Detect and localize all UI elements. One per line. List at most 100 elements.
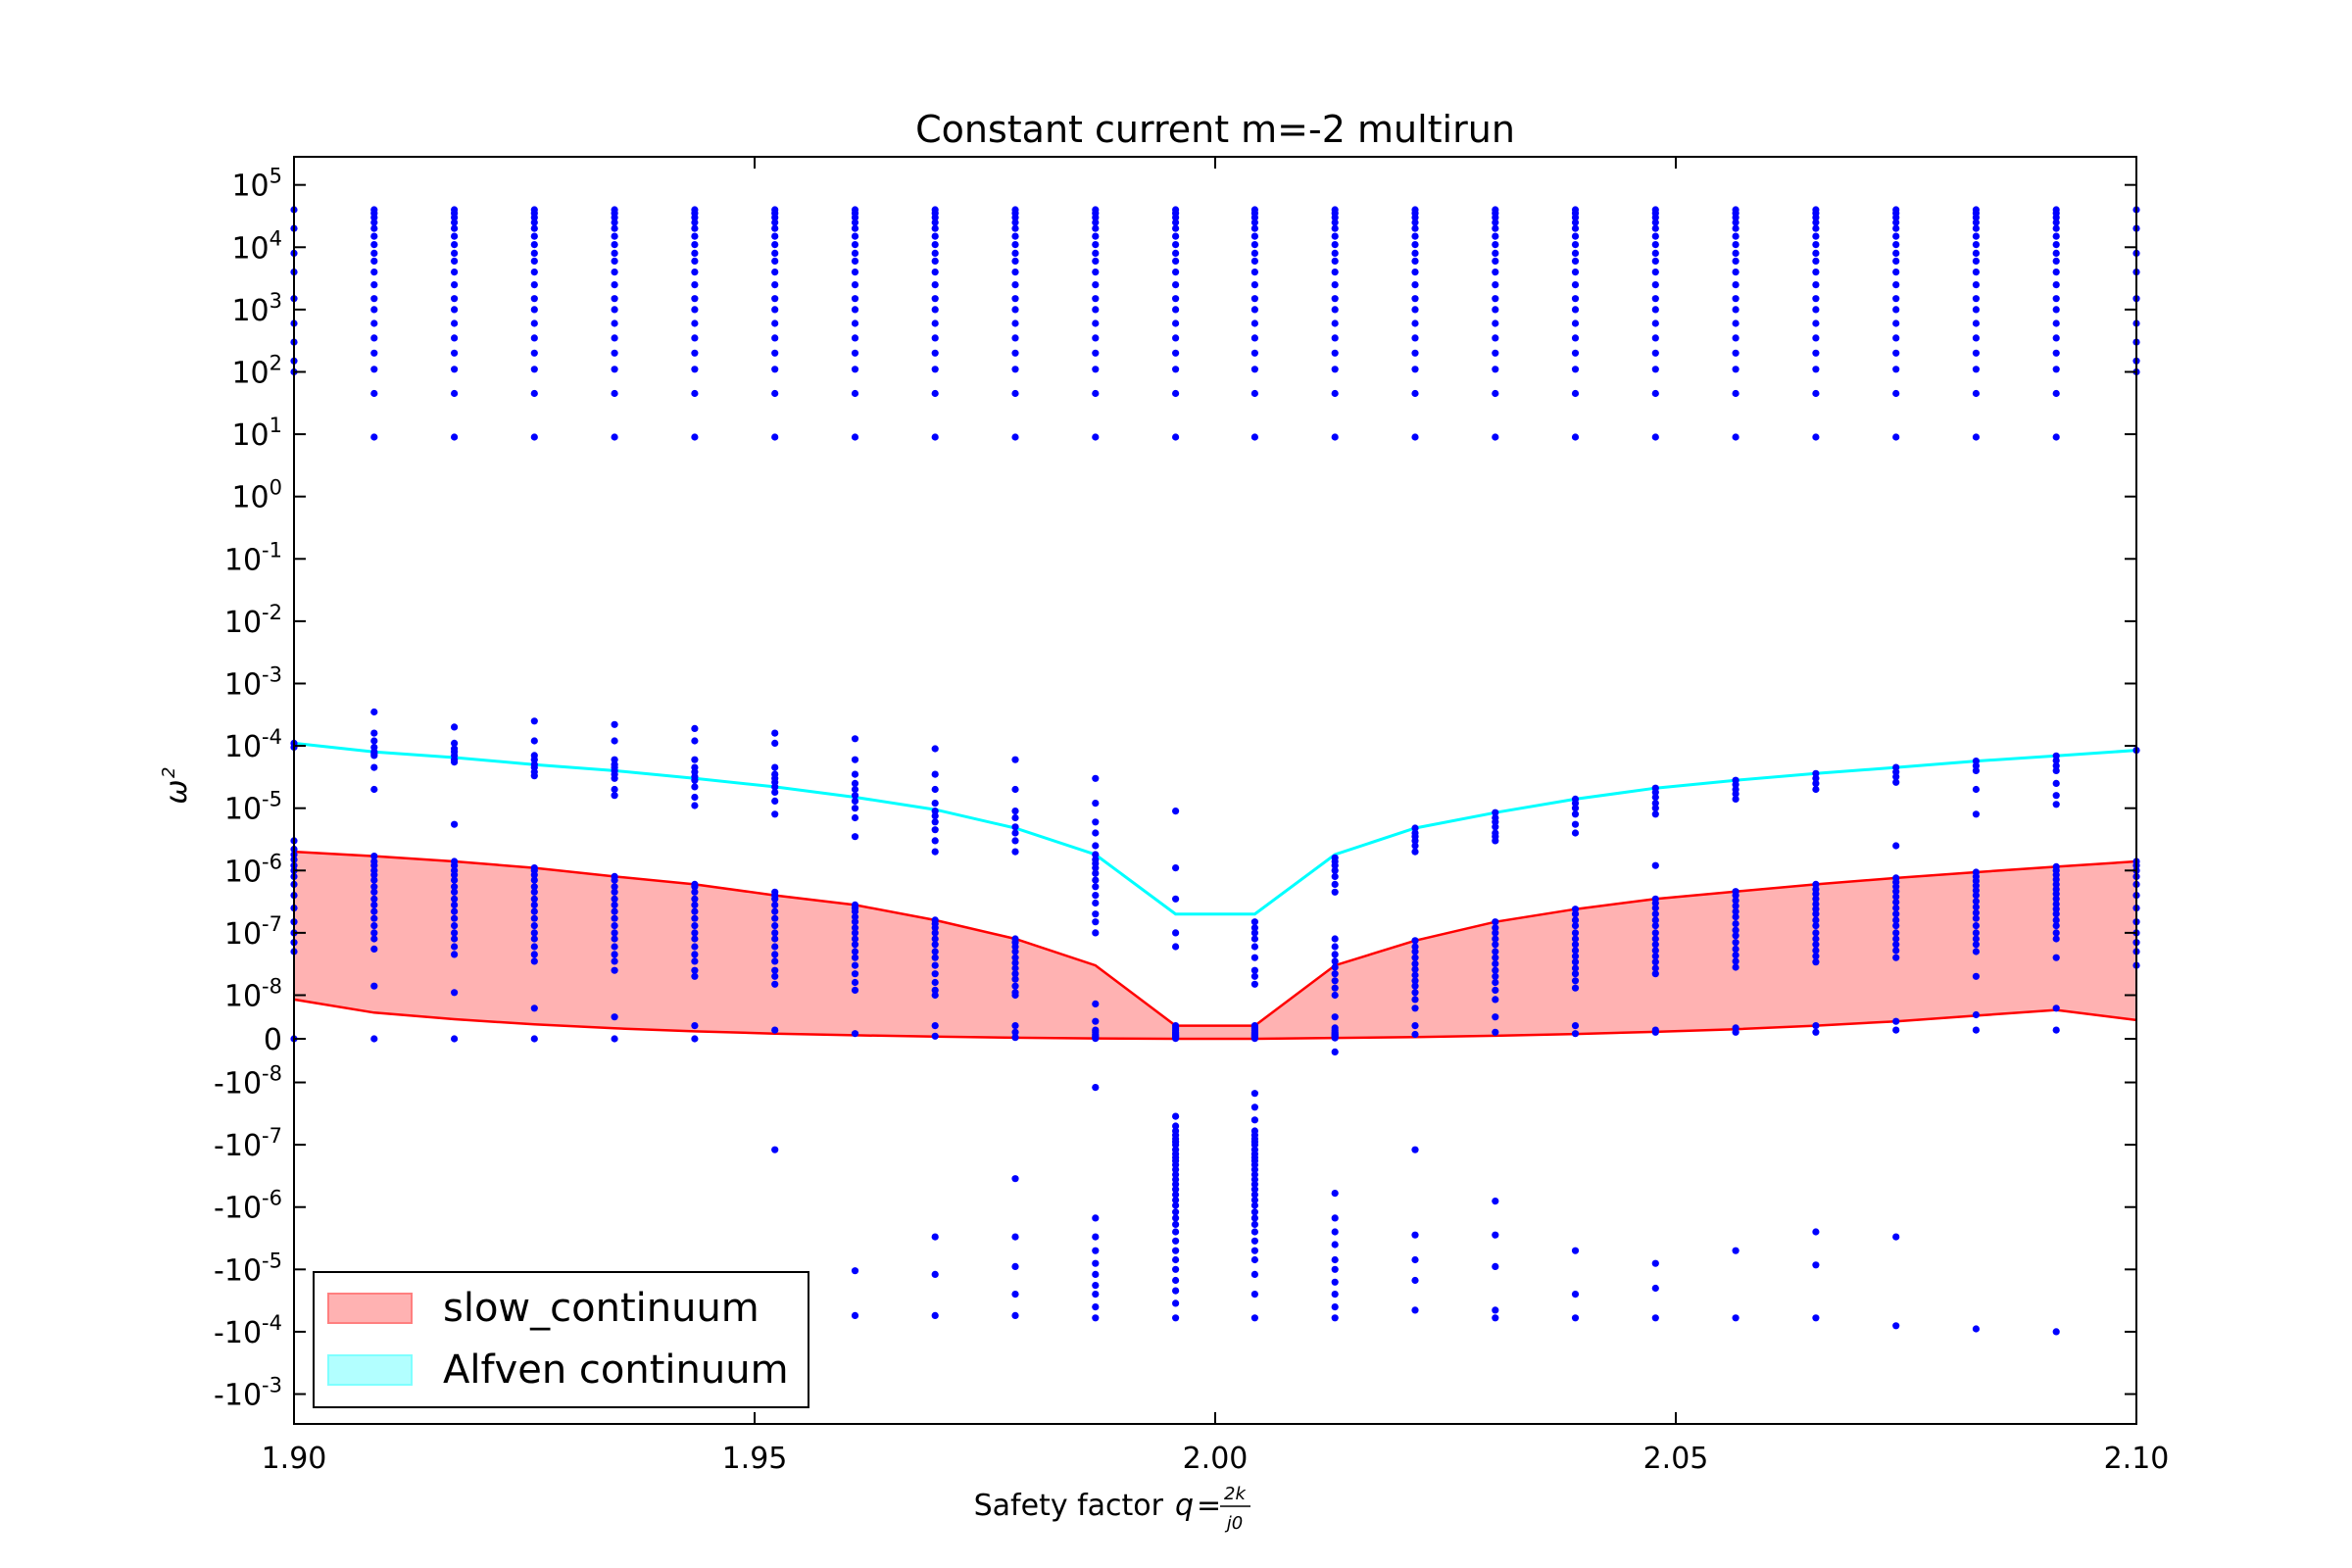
eigenvalue-point xyxy=(451,295,459,303)
eigenvalue-point xyxy=(691,295,699,303)
eigenvalue-point xyxy=(771,257,779,265)
eigenvalue-point xyxy=(1172,1196,1180,1204)
slow-continuum-band xyxy=(294,852,2136,1039)
eigenvalue-point xyxy=(1651,964,1659,972)
eigenvalue-point xyxy=(530,957,538,965)
eigenvalue-point xyxy=(1092,864,1100,872)
eigenvalue-point xyxy=(451,241,459,249)
eigenvalue-point xyxy=(370,729,378,737)
eigenvalue-point xyxy=(771,810,779,818)
eigenvalue-point xyxy=(1571,232,1580,240)
eigenvalue-point xyxy=(1732,249,1740,257)
eigenvalue-point xyxy=(611,966,618,974)
eigenvalue-point xyxy=(1411,1306,1419,1314)
eigenvalue-point xyxy=(1492,823,1499,831)
eigenvalue-point xyxy=(771,907,779,915)
eigenvalue-point xyxy=(931,257,939,265)
eigenvalue-point xyxy=(1092,1270,1100,1278)
y-tick-label: 10-5 xyxy=(224,788,282,827)
eigenvalue-point xyxy=(1011,1028,1019,1036)
eigenvalue-point xyxy=(1651,319,1659,327)
eigenvalue-point xyxy=(370,922,378,930)
eigenvalue-point xyxy=(1812,241,1820,249)
eigenvalue-point xyxy=(1172,808,1180,815)
eigenvalue-point xyxy=(1732,306,1740,314)
eigenvalue-point xyxy=(2052,890,2060,898)
eigenvalue-point xyxy=(611,951,618,958)
eigenvalue-point xyxy=(370,895,378,903)
eigenvalue-point xyxy=(1250,980,1258,988)
eigenvalue-point xyxy=(931,941,939,949)
eigenvalue-point xyxy=(1492,1013,1499,1021)
eigenvalue-point xyxy=(1732,892,1740,900)
eigenvalue-point xyxy=(1972,935,1980,943)
eigenvalue-point xyxy=(1411,965,1419,973)
eigenvalue-point xyxy=(1092,899,1100,907)
eigenvalue-point xyxy=(1250,366,1258,373)
eigenvalue-point xyxy=(1250,1103,1258,1111)
eigenvalue-point xyxy=(931,812,939,820)
eigenvalue-point xyxy=(1651,958,1659,966)
eigenvalue-point xyxy=(611,792,618,800)
eigenvalue-point xyxy=(1411,214,1419,221)
eigenvalue-point xyxy=(370,785,378,794)
eigenvalue-point xyxy=(1411,319,1419,327)
eigenvalue-point xyxy=(2052,334,2060,342)
eigenvalue-point xyxy=(451,739,459,748)
eigenvalue-point xyxy=(611,914,618,922)
eigenvalue-point xyxy=(931,808,939,815)
eigenvalue-point xyxy=(1011,295,1019,303)
eigenvalue-point xyxy=(1011,269,1019,276)
svg-text:=: = xyxy=(1197,1489,1221,1523)
eigenvalue-point xyxy=(2052,281,2060,289)
eigenvalue-point xyxy=(370,249,378,257)
eigenvalue-point xyxy=(611,943,618,951)
eigenvalue-point xyxy=(1092,829,1100,837)
eigenvalue-point xyxy=(530,737,538,745)
eigenvalue-point xyxy=(1651,349,1659,357)
eigenvalue-point xyxy=(851,907,859,915)
eigenvalue-point xyxy=(1812,769,1820,777)
eigenvalue-point xyxy=(1172,1141,1180,1149)
eigenvalue-point xyxy=(931,954,939,961)
y-tick-label: 105 xyxy=(231,165,282,204)
eigenvalue-point xyxy=(611,1013,618,1021)
eigenvalue-point xyxy=(1892,1233,1900,1241)
eigenvalue-point xyxy=(931,800,939,808)
eigenvalue-point xyxy=(1972,761,1980,770)
eigenvalue-point xyxy=(1172,1214,1180,1222)
eigenvalue-point xyxy=(1892,349,1900,357)
eigenvalue-point xyxy=(451,914,459,922)
eigenvalue-point xyxy=(1812,269,1820,276)
eigenvalue-point xyxy=(851,1267,859,1275)
x-tick-label: 1.95 xyxy=(722,1442,788,1476)
eigenvalue-point xyxy=(1571,281,1580,289)
eigenvalue-point xyxy=(1571,249,1580,257)
eigenvalue-point xyxy=(1331,433,1339,441)
eigenvalue-point xyxy=(2052,922,2060,930)
eigenvalue-point xyxy=(1492,366,1499,373)
eigenvalue-point xyxy=(1732,957,1740,965)
eigenvalue-point xyxy=(1092,1259,1100,1267)
eigenvalue-point xyxy=(1011,1175,1019,1183)
eigenvalue-point xyxy=(1972,306,1980,314)
eigenvalue-point xyxy=(1172,929,1180,937)
eigenvalue-point xyxy=(451,249,459,257)
eigenvalue-point xyxy=(1892,281,1900,289)
eigenvalue-point xyxy=(1331,306,1339,314)
legend: slow_continuum Alfven continuum xyxy=(313,1271,809,1408)
eigenvalue-point xyxy=(851,792,859,800)
eigenvalue-point xyxy=(771,739,779,748)
eigenvalue-point xyxy=(1250,918,1258,926)
eigenvalue-point xyxy=(1411,1146,1419,1153)
eigenvalue-point xyxy=(451,319,459,327)
eigenvalue-point xyxy=(2052,910,2060,918)
eigenvalue-point xyxy=(1892,1322,1900,1330)
eigenvalue-point xyxy=(691,888,699,896)
eigenvalue-point xyxy=(851,929,859,937)
eigenvalue-point xyxy=(1892,778,1900,786)
eigenvalue-point xyxy=(451,901,459,909)
eigenvalue-point xyxy=(1892,922,1900,930)
eigenvalue-point xyxy=(1411,334,1419,342)
eigenvalue-point xyxy=(1011,241,1019,249)
